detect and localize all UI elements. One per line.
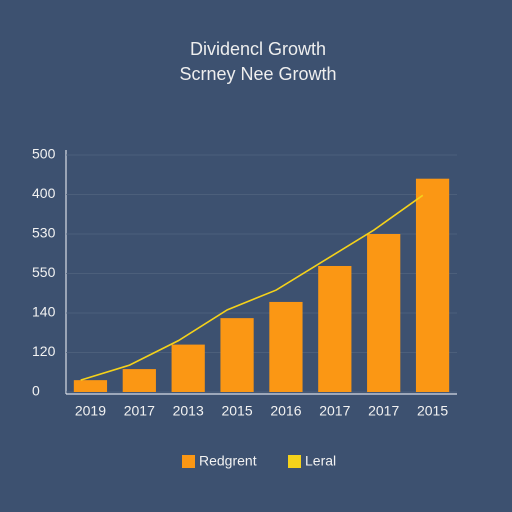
bar xyxy=(367,234,401,392)
x-tick-label: 2015 xyxy=(417,403,448,419)
y-tick-label: 0 xyxy=(32,383,40,399)
x-tick-label: 2019 xyxy=(75,403,106,419)
legend-swatch xyxy=(182,455,195,468)
y-tick-label: 120 xyxy=(32,343,56,359)
x-tick-label: 2017 xyxy=(368,403,399,419)
bar xyxy=(269,301,303,392)
bar xyxy=(318,265,352,392)
x-tick-label: 2017 xyxy=(124,403,155,419)
y-tick-label: 500 xyxy=(32,146,56,162)
x-tick-label: 2016 xyxy=(270,403,301,419)
chart-title: Dividencl Growth xyxy=(190,39,326,59)
bar xyxy=(73,380,108,392)
legend-swatch xyxy=(288,455,301,468)
chart-subtitle: Scrney Nee Growth xyxy=(179,64,336,84)
y-tick-label: 400 xyxy=(32,185,56,201)
y-tick-label: 530 xyxy=(32,225,56,241)
legend-label: Redgrent xyxy=(199,453,257,469)
trend-line xyxy=(80,194,424,381)
bar xyxy=(122,369,156,392)
x-tick-label: 2013 xyxy=(173,403,204,419)
x-tick-label: 2017 xyxy=(319,403,350,419)
y-tick-label: 550 xyxy=(32,264,56,280)
y-tick-label: 140 xyxy=(32,304,56,320)
bar xyxy=(171,344,205,392)
bar xyxy=(415,178,450,392)
bar xyxy=(220,318,254,392)
legend-label: Leral xyxy=(305,453,336,469)
x-tick-label: 2015 xyxy=(221,403,252,419)
